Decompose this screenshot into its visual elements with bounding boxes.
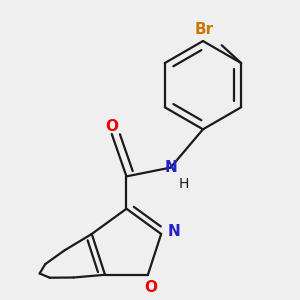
Text: N: N — [168, 224, 181, 238]
Text: N: N — [164, 160, 177, 175]
Text: O: O — [105, 119, 118, 134]
Text: Br: Br — [195, 22, 214, 37]
Text: O: O — [144, 280, 157, 295]
Text: H: H — [178, 177, 189, 191]
